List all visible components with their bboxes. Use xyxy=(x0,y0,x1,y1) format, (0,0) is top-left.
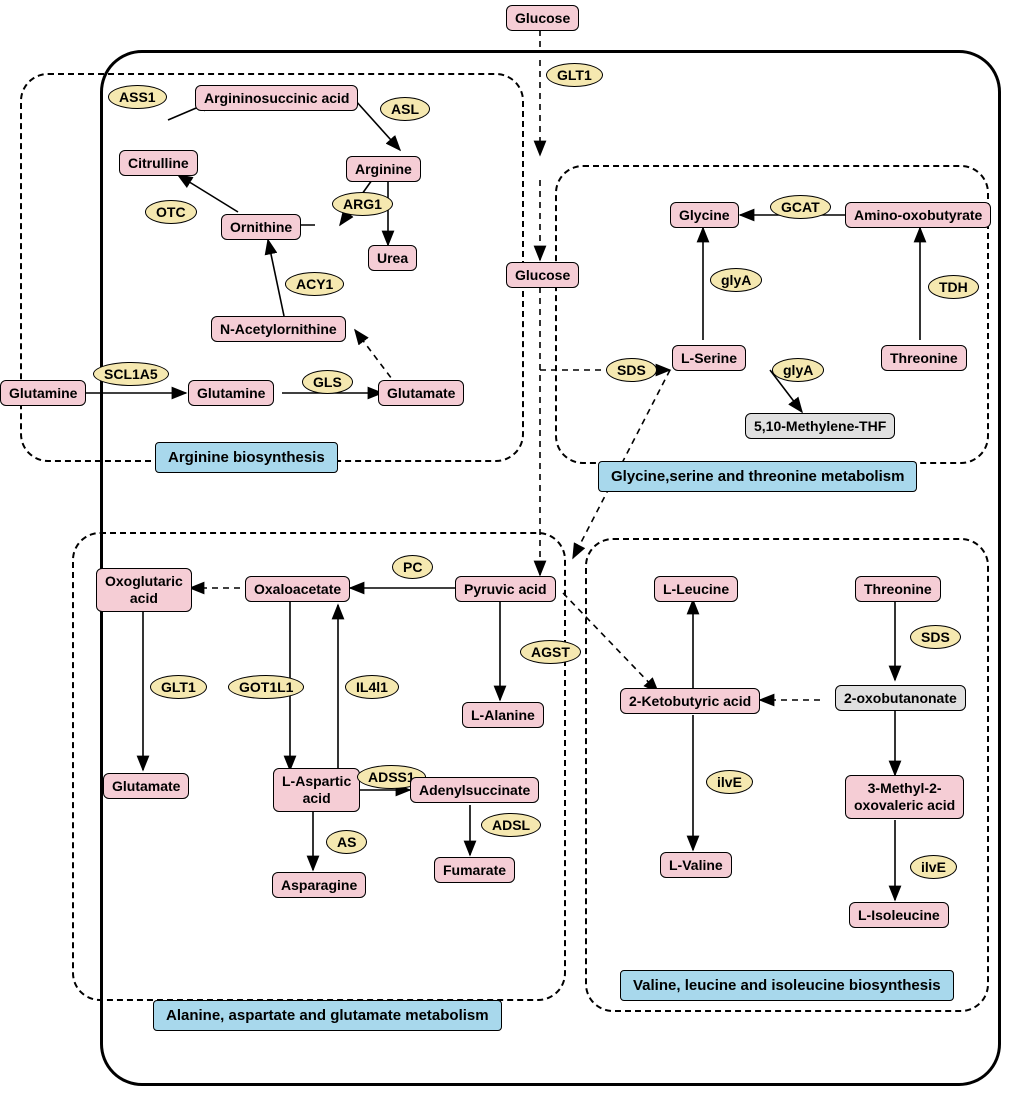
glt1-ala-enzyme: GLT1 xyxy=(150,675,207,699)
threonine-val: Threonine xyxy=(855,576,941,602)
ass1-enzyme: ASS1 xyxy=(108,85,167,109)
scl1a5-enzyme: SCL1A5 xyxy=(93,362,169,386)
pathway-diagram: Glucose GLT1 Glucose ASS1 Argininosuccin… xyxy=(0,0,1020,1098)
l-leucine: L-Leucine xyxy=(654,576,738,602)
glutamine-out: Glutamine xyxy=(0,380,86,406)
urea: Urea xyxy=(368,245,417,271)
got1l1-enzyme: GOT1L1 xyxy=(228,675,304,699)
amino-oxobutyrate: Amino-oxobutyrate xyxy=(845,202,991,228)
gcat-enzyme: GCAT xyxy=(770,195,831,219)
methylene-thf: 5,10-Methylene-THF xyxy=(745,413,895,439)
alanine-label: Alanine, aspartate and glutamate metabol… xyxy=(153,1000,502,1031)
arg1-enzyme: ARG1 xyxy=(332,192,393,216)
glutamate-arg: Glutamate xyxy=(378,380,464,406)
glutamine-in: Glutamine xyxy=(188,380,274,406)
acy1-enzyme: ACY1 xyxy=(285,272,344,296)
l-alanine-ala: L-Alanine xyxy=(462,702,544,728)
glucose-in: Glucose xyxy=(506,262,579,288)
glt1-enzyme: GLT1 xyxy=(546,63,603,87)
glya1-enzyme: glyA xyxy=(710,268,762,292)
fumarate: Fumarate xyxy=(434,857,515,883)
l-isoleucine: L-Isoleucine xyxy=(849,902,949,928)
oxobutanoate: 2-oxobutanonate xyxy=(835,685,966,711)
il4l1-enzyme: IL4l1 xyxy=(345,675,399,699)
sds-val-enzyme: SDS xyxy=(910,625,961,649)
valine-label: Valine, leucine and isoleucine biosynthe… xyxy=(620,970,954,1001)
tdh-enzyme: TDH xyxy=(928,275,979,299)
oxoglutaric: Oxoglutaric acid xyxy=(96,568,192,612)
agst-enzyme: AGST xyxy=(520,640,581,664)
glycine: Glycine xyxy=(670,202,739,228)
glucose-out: Glucose xyxy=(506,5,579,31)
glycine-label: Glycine,serine and threonine metabolism xyxy=(598,461,917,492)
l-serine: L-Serine xyxy=(672,345,746,371)
asl-enzyme: ASL xyxy=(380,97,430,121)
threonine-gly: Threonine xyxy=(881,345,967,371)
glya2-enzyme: glyA xyxy=(772,358,824,382)
ilve2-enzyme: ilvE xyxy=(910,855,957,879)
methyl-oxovaleric: 3-Methyl-2- oxovaleric acid xyxy=(845,775,964,819)
sds-gly-enzyme: SDS xyxy=(606,358,657,382)
l-aspartic: L-Aspartic acid xyxy=(273,768,360,812)
otc-enzyme: OTC xyxy=(145,200,197,224)
ketobutyric: 2-Ketobutyric acid xyxy=(620,688,760,714)
arginine-label: Arginine biosynthesis xyxy=(155,442,338,473)
l-valine: L-Valine xyxy=(660,852,732,878)
glutamate-ala: Glutamate xyxy=(103,773,189,799)
oxaloacetate: Oxaloacetate xyxy=(245,576,350,602)
n-acetylornithine: N-Acetylornithine xyxy=(211,316,346,342)
ornithine: Ornithine xyxy=(221,214,301,240)
citrulline: Citrulline xyxy=(119,150,198,176)
ilve1-enzyme: ilvE xyxy=(706,770,753,794)
arginine: Arginine xyxy=(346,156,421,182)
adenylsuccinate: Adenylsuccinate xyxy=(410,777,539,803)
adsl-enzyme: ADSL xyxy=(481,813,541,837)
gls-enzyme: GLS xyxy=(302,370,353,394)
argininosuccinic: Argininosuccinic acid xyxy=(195,85,358,111)
asparagine: Asparagine xyxy=(272,872,366,898)
pyruvic-acid: Pyruvic acid xyxy=(455,576,556,602)
